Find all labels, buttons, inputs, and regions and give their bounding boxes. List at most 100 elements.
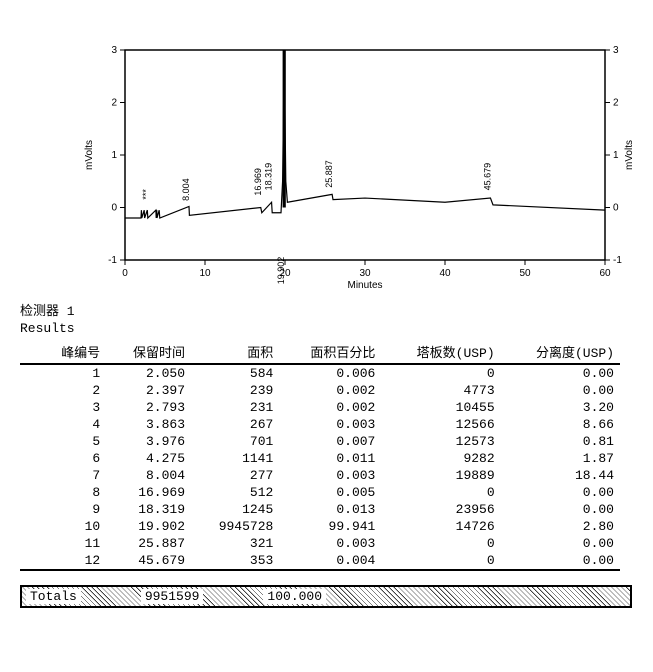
results-table: 峰编号保留时间面积面积百分比塔板数(USP)分离度(USP) 12.050584… [20, 340, 620, 571]
table-cell: 0.00 [501, 484, 620, 501]
table-cell: 0.002 [279, 399, 381, 416]
table-cell: 45.679 [106, 552, 191, 570]
table-row: 22.3972390.00247730.00 [20, 382, 620, 399]
col-header: 面积百分比 [279, 340, 381, 364]
table-cell: 3.863 [106, 416, 191, 433]
table-cell: 0.81 [501, 433, 620, 450]
table-cell: 2.793 [106, 399, 191, 416]
table-row: 78.0042770.0031988918.44 [20, 467, 620, 484]
table-cell: 0.003 [279, 416, 381, 433]
table-cell: 5 [20, 433, 106, 450]
table-cell: 1 [20, 364, 106, 382]
table-row: 1245.6793530.00400.00 [20, 552, 620, 570]
table-cell: 584 [191, 364, 279, 382]
table-cell: 4.275 [106, 450, 191, 467]
svg-text:45.679: 45.679 [483, 163, 493, 191]
table-cell: 9282 [381, 450, 500, 467]
svg-text:3: 3 [111, 45, 117, 56]
table-cell: 3 [20, 399, 106, 416]
svg-text:0: 0 [111, 203, 117, 214]
svg-text:10: 10 [199, 268, 211, 279]
svg-text:0: 0 [613, 203, 619, 214]
svg-text:2: 2 [111, 98, 117, 109]
svg-text:40: 40 [439, 268, 451, 279]
table-cell: 19889 [381, 467, 500, 484]
table-row: 43.8632670.003125668.66 [20, 416, 620, 433]
table-cell: 9945728 [191, 518, 279, 535]
table-cell: 0 [381, 552, 500, 570]
table-cell: 1.87 [501, 450, 620, 467]
table-cell: 267 [191, 416, 279, 433]
table-cell: 2 [20, 382, 106, 399]
table-row: 816.9695120.00500.00 [20, 484, 620, 501]
table-cell: 0 [381, 364, 500, 382]
table-cell: 99.941 [279, 518, 381, 535]
col-header: 保留时间 [106, 340, 191, 364]
svg-text:-1: -1 [108, 255, 117, 266]
svg-text:19.902: 19.902 [276, 257, 286, 285]
col-header: 塔板数(USP) [381, 340, 500, 364]
table-cell: 16.969 [106, 484, 191, 501]
svg-text:1: 1 [613, 150, 619, 161]
section-headers: 检测器 1 Results [20, 304, 633, 338]
table-cell: 512 [191, 484, 279, 501]
table-cell: 19.902 [106, 518, 191, 535]
col-header: 分离度(USP) [501, 340, 620, 364]
table-cell: 0.00 [501, 535, 620, 552]
table-cell: 0 [381, 484, 500, 501]
svg-text:1: 1 [111, 150, 117, 161]
table-cell: 239 [191, 382, 279, 399]
col-header: 面积 [191, 340, 279, 364]
table-cell: 0.011 [279, 450, 381, 467]
table-row: 918.31912450.013239560.00 [20, 501, 620, 518]
table-row: 1019.902994572899.941147262.80 [20, 518, 620, 535]
table-cell: 353 [191, 552, 279, 570]
table-cell: 3.20 [501, 399, 620, 416]
table-cell: 0.00 [501, 364, 620, 382]
table-cell: 10455 [381, 399, 500, 416]
table-row: 12.0505840.00600.00 [20, 364, 620, 382]
table-cell: 18.319 [106, 501, 191, 518]
table-cell: 10 [20, 518, 106, 535]
table-cell: 277 [191, 467, 279, 484]
totals-label: Totals [26, 589, 81, 604]
svg-text:50: 50 [519, 268, 531, 279]
table-cell: 8.004 [106, 467, 191, 484]
svg-text:***: *** [141, 189, 151, 200]
table-cell: 0.002 [279, 382, 381, 399]
table-cell: 0 [381, 535, 500, 552]
table-cell: 2.80 [501, 518, 620, 535]
table-row: 64.27511410.01192821.87 [20, 450, 620, 467]
svg-text:Minutes: Minutes [347, 280, 382, 290]
svg-text:0: 0 [122, 268, 128, 279]
svg-text:3: 3 [613, 45, 619, 56]
totals-row: Totals 9951599 100.000 [20, 585, 632, 608]
results-label: Results [20, 321, 633, 338]
svg-text:mVolts: mVolts [624, 140, 635, 170]
table-cell: 321 [191, 535, 279, 552]
svg-text:25.887: 25.887 [324, 160, 334, 188]
svg-text:8.004: 8.004 [181, 178, 191, 201]
table-cell: 2.397 [106, 382, 191, 399]
table-cell: 4 [20, 416, 106, 433]
table-cell: 23956 [381, 501, 500, 518]
table-cell: 9 [20, 501, 106, 518]
svg-text:-1: -1 [613, 255, 622, 266]
table-row: 1125.8873210.00300.00 [20, 535, 620, 552]
table-cell: 0.007 [279, 433, 381, 450]
table-row: 32.7932310.002104553.20 [20, 399, 620, 416]
table-cell: 8.66 [501, 416, 620, 433]
table-cell: 7 [20, 467, 106, 484]
svg-text:2: 2 [613, 98, 619, 109]
table-cell: 4773 [381, 382, 500, 399]
table-cell: 12573 [381, 433, 500, 450]
table-cell: 8 [20, 484, 106, 501]
svg-text:60: 60 [599, 268, 611, 279]
table-cell: 25.887 [106, 535, 191, 552]
table-cell: 0.013 [279, 501, 381, 518]
totals-pct: 100.000 [263, 589, 326, 604]
table-cell: 1141 [191, 450, 279, 467]
table-cell: 6 [20, 450, 106, 467]
svg-text:16.969: 16.969 [253, 168, 263, 196]
chromatogram-svg: 0102030405060Minutes-10123mVolts-10123mV… [80, 40, 640, 290]
